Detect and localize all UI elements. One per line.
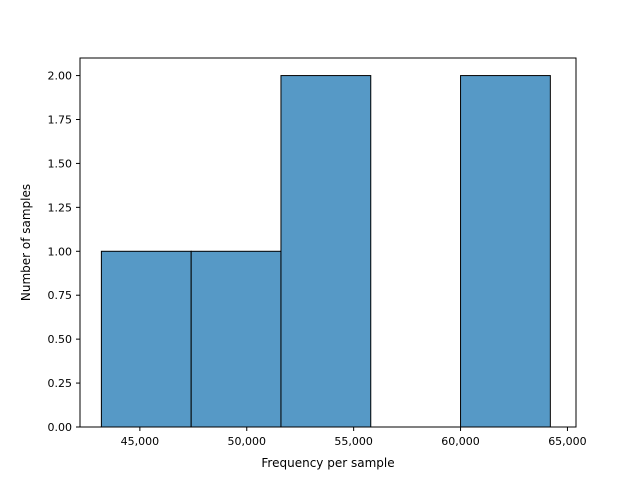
y-tick-label: 0.75 xyxy=(48,289,73,302)
x-tick-label: 45,000 xyxy=(121,435,160,448)
x-ticks-group: 45,000 50,000 55,000 60,000 65,000 xyxy=(121,427,587,448)
x-tick-label: 65,000 xyxy=(548,435,587,448)
x-tick-label: 55,000 xyxy=(334,435,373,448)
x-tick-label: 50,000 xyxy=(228,435,267,448)
histogram-bar-2 xyxy=(280,75,372,428)
y-tick-label: 1.00 xyxy=(48,245,73,258)
y-tick-label: 1.25 xyxy=(48,201,73,214)
histogram-bar-4 xyxy=(460,75,551,428)
y-tick-label: 1.75 xyxy=(48,114,73,127)
y-tick-label: 0.50 xyxy=(48,333,73,346)
y-axis-label: Number of samples xyxy=(19,184,33,301)
y-tick-label: 2.00 xyxy=(48,70,73,83)
y-tick-label: 1.50 xyxy=(48,157,73,170)
y-tick-label: 0.00 xyxy=(48,421,73,434)
axes-frame xyxy=(79,57,577,428)
x-tick-label: 60,000 xyxy=(441,435,480,448)
x-axis-label: Frequency per sample xyxy=(261,456,394,470)
histogram-bar-0 xyxy=(100,250,192,428)
bars-group xyxy=(100,75,551,428)
y-tick-label: 0.25 xyxy=(48,377,73,390)
y-ticks-group: 0.00 0.25 0.50 0.75 1.00 1.25 1.50 1.75 2.00 xyxy=(48,70,80,434)
histogram-bar-1 xyxy=(190,250,282,428)
